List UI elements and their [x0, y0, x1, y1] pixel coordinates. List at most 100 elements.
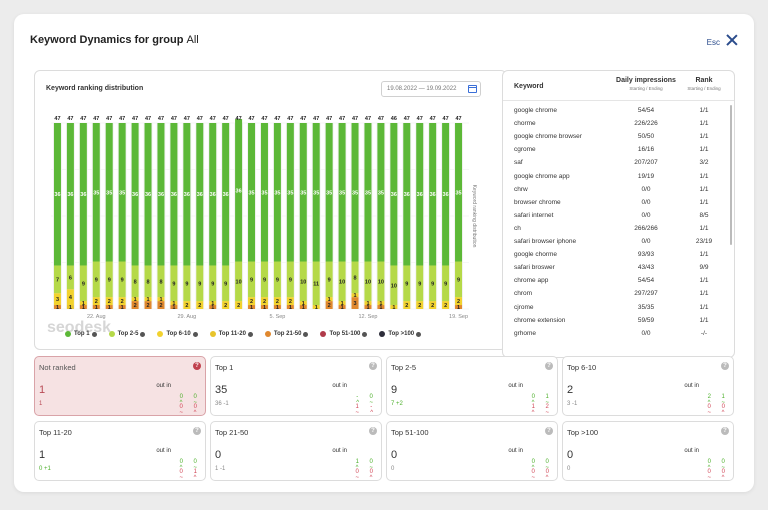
- bar-segment-top-1[interactable]: [144, 123, 152, 266]
- bar-segment-top-2-5[interactable]: [66, 265, 74, 290]
- stat-card-top-51-100[interactable]: Top 51-100? 0 0 out in 0 ^ 0 ~0 ~0 ^: [386, 421, 558, 481]
- bar-segment-top-1[interactable]: [312, 123, 320, 262]
- help-icon[interactable]: ?: [545, 427, 553, 435]
- bar-segment-top-2-5[interactable]: [157, 265, 165, 298]
- bar-segment-top-2-5[interactable]: [144, 265, 152, 298]
- bar-segment-top-6-10[interactable]: [131, 297, 139, 302]
- bar-segment-top-6-10[interactable]: [273, 297, 281, 306]
- scrollbar[interactable]: [730, 105, 732, 245]
- table-row[interactable]: google chorme 93/93 1/1: [503, 249, 728, 262]
- bar-segment-top-2-5[interactable]: [325, 261, 333, 298]
- bar-segment-top-1[interactable]: [196, 123, 204, 266]
- bar-segment-top-1[interactable]: [442, 123, 450, 266]
- stat-card-top-11-20[interactable]: Top 11-20? 1 0 +1 out in 0 ^ 0 ~0 ~1 ^: [34, 421, 206, 481]
- calendar-icon[interactable]: [468, 85, 477, 93]
- bar-segment-top-2-5[interactable]: [429, 265, 437, 302]
- bar-segment-top-1[interactable]: [157, 123, 165, 266]
- legend-item[interactable]: Top 51-100: [320, 331, 368, 337]
- bar-segment-top-2-5[interactable]: [53, 265, 61, 294]
- bar-segment-top-11-20[interactable]: [66, 305, 74, 309]
- bar-segment-top-1[interactable]: [170, 123, 178, 266]
- bar-segment-top-1[interactable]: [377, 123, 385, 262]
- date-range-picker[interactable]: 19.08.2022 — 19.09.2022: [381, 81, 481, 97]
- bar-segment-top-1[interactable]: [248, 123, 256, 262]
- bar-segment-top-21-50[interactable]: [53, 305, 61, 309]
- bar-segment-top-6-10[interactable]: [79, 301, 87, 306]
- table-row[interactable]: chorme 226/226 1/1: [503, 118, 728, 131]
- bar-segment-top-2-5[interactable]: [390, 265, 398, 306]
- table-row[interactable]: safari broswer 43/43 9/9: [503, 262, 728, 275]
- help-icon[interactable]: [91, 331, 97, 337]
- col-rank[interactable]: Rank Starting / Ending: [683, 77, 725, 91]
- bar-segment-top-2-5[interactable]: [248, 261, 256, 298]
- bar-segment-top-6-10[interactable]: [53, 293, 61, 306]
- bar-segment-top-6-10[interactable]: [364, 301, 372, 306]
- bar-segment-top-6-10[interactable]: [66, 289, 74, 306]
- bar-segment-top-21-50[interactable]: [105, 305, 113, 309]
- bar-segment-top-6-10[interactable]: [338, 301, 346, 306]
- bar-segment-top-6-10[interactable]: [312, 305, 320, 309]
- bar-segment-top-2-5[interactable]: [209, 265, 217, 302]
- bar-segment-top-6-10[interactable]: [442, 301, 450, 309]
- bar-segment-top-6-10[interactable]: [144, 297, 152, 302]
- bar-segment-top-6-10[interactable]: [105, 297, 113, 306]
- stat-card-top-6-10[interactable]: Top 6-10? 2 3 -1 out in 2 ^ 1 ~ 0 ~ 0 ^: [562, 356, 734, 416]
- help-icon[interactable]: [362, 331, 368, 337]
- bar-segment-top-6-10[interactable]: [248, 297, 256, 306]
- bar-segment-top-2-5[interactable]: [299, 261, 307, 302]
- bar-segment-top-1[interactable]: [403, 123, 411, 266]
- stat-card-top-2-5[interactable]: Top 2-5? 9 7 +2 out in 0 ^ 1 ~ 1 ^ 2 ~: [386, 356, 558, 416]
- bar-segment-top-1[interactable]: [351, 123, 359, 262]
- table-row[interactable]: saf 207/207 3/2: [503, 157, 728, 170]
- help-icon[interactable]: ?: [193, 362, 201, 370]
- bar-segment-top-2-5[interactable]: [455, 261, 463, 298]
- bar-segment-top-6-10[interactable]: [403, 301, 411, 309]
- bar-segment-top-2-5[interactable]: [416, 265, 424, 302]
- legend-item[interactable]: Top 21-50: [264, 331, 309, 337]
- bar-segment-top-2-5[interactable]: [118, 261, 126, 298]
- bar-segment-top-6-10[interactable]: [377, 301, 385, 306]
- bar-segment-top-21-50[interactable]: [118, 305, 126, 309]
- bar-segment-top-2-5[interactable]: [286, 261, 294, 298]
- close-icon[interactable]: [726, 34, 738, 46]
- bar-segment-top-21-50[interactable]: [131, 301, 139, 309]
- help-icon[interactable]: ?: [545, 362, 553, 370]
- bar-segment-top-2-5[interactable]: [105, 261, 113, 298]
- col-keyword[interactable]: Keyword: [514, 83, 544, 90]
- bar-segment-top-2-5[interactable]: [442, 265, 450, 302]
- bar-segment-top-2-5[interactable]: [222, 265, 230, 302]
- table-row[interactable]: google chrome browser 50/50 1/1: [503, 131, 728, 144]
- bar-segment-top-1[interactable]: [222, 123, 230, 266]
- bar-segment-top-2-5[interactable]: [312, 261, 320, 306]
- table-row[interactable]: cgrome 16/16 1/1: [503, 144, 728, 157]
- bar-segment-top-6-10[interactable]: [209, 301, 217, 306]
- table-row[interactable]: cjrome 35/35 1/1: [503, 302, 728, 315]
- table-row[interactable]: chrome extension 59/59 1/1: [503, 315, 728, 328]
- bar-segment-top-1[interactable]: [416, 123, 424, 266]
- bar-segment-top-2-5[interactable]: [377, 261, 385, 302]
- bar-segment-top-21-50[interactable]: [144, 301, 152, 309]
- bar-segment-top-1[interactable]: [53, 123, 61, 266]
- bar-segment-top-21-50[interactable]: [170, 305, 178, 309]
- help-icon[interactable]: [140, 331, 146, 337]
- bar-segment-top-1[interactable]: [338, 123, 346, 262]
- bar-segment-top-2-5[interactable]: [79, 265, 87, 302]
- bar-segment-top-6-10[interactable]: [235, 301, 243, 309]
- bar-segment-top-1[interactable]: [455, 123, 463, 262]
- bar-segment-top-21-50[interactable]: [273, 305, 281, 309]
- bar-segment-top-1[interactable]: [209, 123, 217, 266]
- help-icon[interactable]: ?: [369, 362, 377, 370]
- bar-segment-top-6-10[interactable]: [299, 301, 307, 306]
- bar-segment-top-21-50[interactable]: [248, 305, 256, 309]
- help-icon[interactable]: ?: [369, 427, 377, 435]
- bar-segment-top-21-50[interactable]: [79, 305, 87, 309]
- bar-segment-top-21-50[interactable]: [260, 305, 268, 309]
- bar-segment-top-2-5[interactable]: [403, 265, 411, 302]
- bar-segment-top-1[interactable]: [131, 123, 139, 266]
- bar-segment-top-6-10[interactable]: [325, 297, 333, 302]
- legend-item[interactable]: Top 6-10: [157, 331, 198, 337]
- bar-segment-top-2-5[interactable]: [273, 261, 281, 298]
- table-row[interactable]: browser chrome 0/0 1/1: [503, 197, 728, 210]
- bar-segment-top-1[interactable]: [273, 123, 281, 262]
- bar-segment-top-21-50[interactable]: [325, 301, 333, 309]
